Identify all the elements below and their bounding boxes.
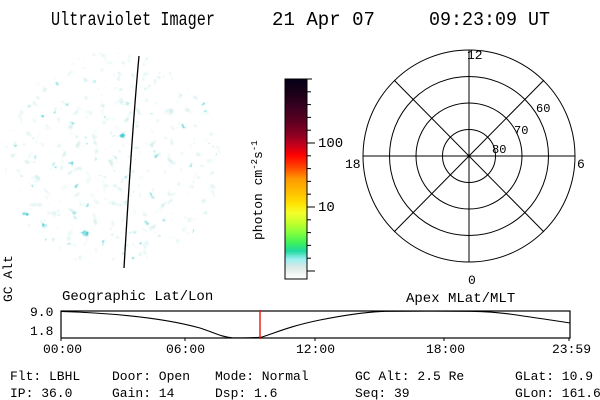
svg-text:Door: Open: Door: Open [112, 369, 190, 384]
svg-text:GC Alt: 2.5 Re: GC Alt: 2.5 Re [355, 369, 464, 384]
svg-text:00:00: 00:00 [43, 342, 82, 357]
svg-text:Geographic Lat/Lon: Geographic Lat/Lon [62, 289, 213, 305]
svg-text:100: 100 [318, 136, 343, 152]
svg-text:70: 70 [514, 124, 528, 138]
svg-text:GC Alt: GC Alt [1, 255, 16, 302]
svg-text:9.0: 9.0 [30, 305, 53, 320]
svg-text:GLat: 10.9: GLat: 10.9 [515, 369, 593, 384]
svg-text:6: 6 [577, 157, 585, 172]
svg-text:80: 80 [492, 143, 506, 157]
svg-text:0: 0 [468, 273, 476, 288]
svg-text:09:23:09 UT: 09:23:09 UT [429, 9, 550, 31]
svg-text:photon cm-2s-1: photon cm-2s-1 [250, 140, 266, 240]
svg-text:12:00: 12:00 [296, 342, 335, 357]
svg-text:GLon: 161.6: GLon: 161.6 [515, 386, 600, 400]
svg-text:18:00: 18:00 [426, 342, 465, 357]
svg-text:Apex MLat/MLT: Apex MLat/MLT [406, 291, 515, 307]
svg-text:Seq: 39: Seq: 39 [355, 386, 410, 400]
svg-text:Dsp: 1.6: Dsp: 1.6 [215, 386, 277, 400]
svg-text:Ultraviolet Imager: Ultraviolet Imager [51, 9, 215, 31]
svg-text:Mode: Normal: Mode: Normal [215, 369, 309, 384]
svg-text:Flt: LBHL: Flt: LBHL [10, 369, 80, 384]
svg-text:1.8: 1.8 [30, 324, 53, 339]
svg-text:10: 10 [318, 200, 335, 216]
svg-text:12: 12 [467, 48, 483, 63]
svg-text:60: 60 [536, 102, 550, 116]
svg-text:18: 18 [345, 157, 361, 172]
svg-text:23:59: 23:59 [552, 342, 591, 357]
svg-text:IP: 36.0: IP: 36.0 [10, 386, 72, 400]
svg-text:21 Apr 07: 21 Apr 07 [272, 9, 375, 31]
svg-text:06:00: 06:00 [166, 342, 205, 357]
svg-text:Gain: 14: Gain: 14 [112, 386, 175, 400]
